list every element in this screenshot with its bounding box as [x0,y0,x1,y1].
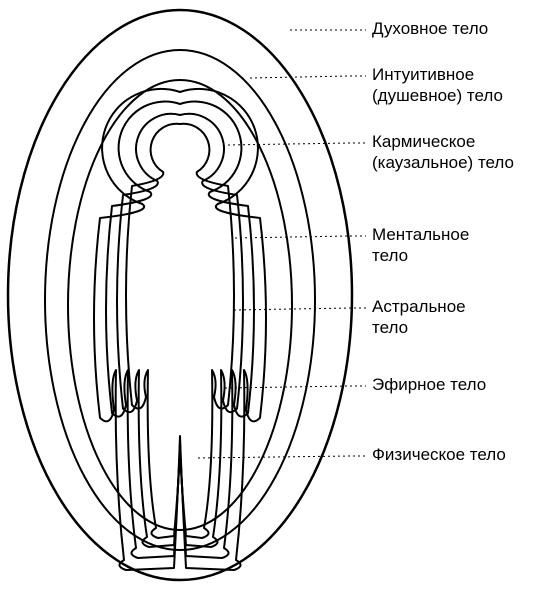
layer-1-spiritual [8,10,352,580]
leader-line-3 [228,143,366,145]
layer-6-etheric [117,114,243,547]
label-layer-3: Кармическое (каузальное) тело [372,131,514,174]
layer-7-physical [126,124,234,538]
layer-2-intuitive [45,50,315,550]
aura-diagram: Духовное тело Интуитивное (душевное) тело… [0,0,539,590]
label-layer-1: Духовное тело [372,18,488,39]
label-layer-4: Ментальное тело [372,224,469,267]
leader-line-6 [225,386,366,388]
label-layer-2: Интуитивное (душевное) тело [372,64,503,107]
label-layer-7: Физическое тело [372,444,506,465]
leader-line-7 [198,456,366,458]
leader-line-4 [235,236,366,238]
label-layer-5: Астральное тело [372,296,466,339]
layer-5-astral [106,102,254,558]
leader-line-2 [250,76,366,78]
label-layer-6: Эфирное тело [372,374,486,395]
